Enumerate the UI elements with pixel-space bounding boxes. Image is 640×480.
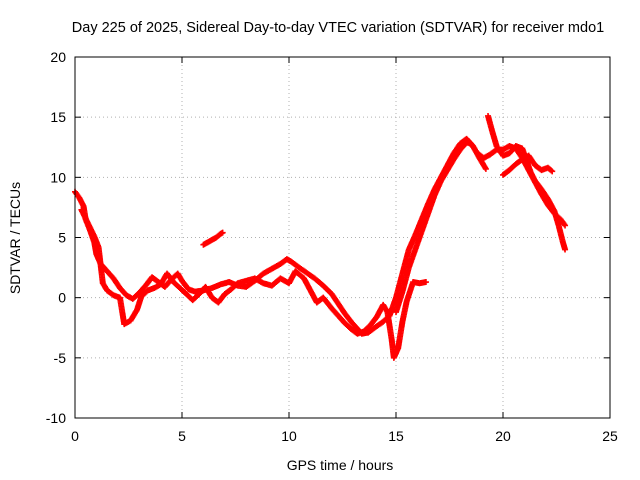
data-point (549, 168, 556, 175)
data-point (482, 165, 489, 172)
grid-lines (75, 57, 610, 418)
x-tick-label: 10 (281, 428, 297, 444)
series (78, 206, 429, 361)
x-tick-label: 25 (602, 428, 618, 444)
y-tick-label: 10 (50, 169, 66, 185)
data-point (422, 279, 429, 286)
y-tick-label: 0 (58, 290, 66, 306)
x-tick-label: 15 (388, 428, 404, 444)
chart-title: Day 225 of 2025, Sidereal Day-to-day VTE… (72, 20, 604, 36)
data-point (562, 246, 569, 253)
data-points (72, 112, 569, 361)
y-tick-label: 5 (58, 230, 66, 246)
x-axis-label: GPS time / hours (287, 457, 394, 473)
x-tick-label: 0 (71, 428, 79, 444)
series (500, 152, 556, 178)
series (200, 229, 226, 248)
x-tick-label: 5 (178, 428, 186, 444)
series (72, 135, 489, 337)
y-tick-label: 15 (50, 109, 66, 125)
axis-ticks (74, 56, 611, 419)
data-point (562, 222, 569, 229)
data-point (548, 167, 555, 174)
y-axis-label: SDTVAR / TECUs (7, 182, 23, 294)
series (485, 112, 569, 253)
data-point (219, 229, 226, 236)
tick-labels: 0 5 10 15 20 25 -10 -5 0 5 10 15 20 (46, 49, 618, 444)
y-tick-label: 20 (50, 49, 66, 65)
y-tick-label: -5 (54, 350, 67, 366)
y-tick-label: -10 (46, 410, 66, 426)
x-tick-label: 20 (495, 428, 511, 444)
